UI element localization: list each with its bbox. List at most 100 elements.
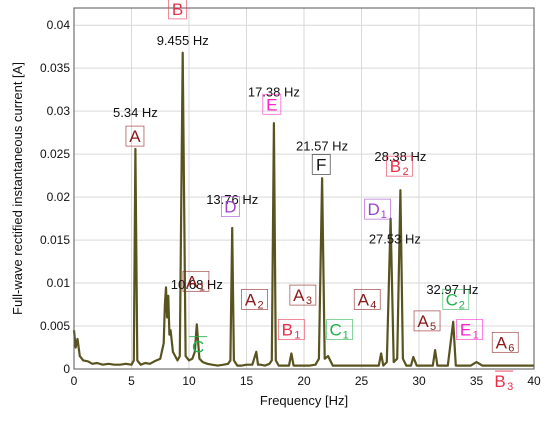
component-letter: E [266, 95, 277, 114]
component-letter: A [129, 127, 141, 146]
component-subscript: 2 [258, 299, 264, 311]
component-subscript: 1 [199, 281, 205, 293]
component-label: C [189, 336, 208, 357]
component-subscript: 1 [381, 209, 387, 221]
component-label-box [241, 288, 268, 310]
component-label-box [364, 198, 392, 220]
component-subscript: 2 [402, 166, 408, 178]
component-letter: B [494, 372, 505, 391]
y-tick-label: 0.005 [40, 319, 70, 333]
component-label-box [326, 319, 354, 340]
component-label-box [182, 270, 210, 292]
x-tick-label: 40 [527, 374, 541, 388]
component-subscript: 1 [473, 329, 479, 341]
annotations: 5.34 Hz 9.455 Hz 10.68 Hz 13.76 Hz 17.38 Hz 2… [113, 33, 478, 297]
y-tick-label: 0.04 [47, 18, 71, 32]
x-tick-label: 0 [71, 374, 78, 388]
component-letter: A [417, 312, 429, 331]
x-tick-label: 5 [128, 374, 135, 388]
component-label: B [168, 0, 187, 20]
component-subscript: 3 [306, 295, 312, 307]
component-subscript: 6 [508, 342, 514, 354]
x-tick-label: 20 [297, 374, 311, 388]
component-subscript: 1 [294, 329, 300, 341]
x-tick-label: 15 [240, 374, 254, 388]
y-tick-label: 0.01 [47, 276, 71, 290]
component-label-box [168, 0, 187, 20]
component-label: A [125, 125, 145, 147]
component-letter: C [192, 338, 204, 357]
y-tick-label: 0 [63, 362, 70, 376]
x-tick-label: 25 [355, 374, 369, 388]
series-layer [72, 51, 534, 367]
y-tick-label: 0.025 [40, 147, 70, 161]
component-label: D [220, 196, 240, 217]
component-letter: B [282, 320, 293, 339]
component-letter: C [446, 290, 458, 309]
component-subscript: 3 [507, 381, 513, 393]
y-tick-label: 0.015 [40, 233, 70, 247]
component-letter: D [367, 200, 379, 219]
component-letter: D [224, 198, 236, 217]
component-label-box [353, 288, 381, 310]
component-letter: C [330, 320, 342, 339]
component-label-box [262, 93, 282, 115]
component-label: F [311, 154, 331, 175]
component-subscript: 1 [343, 329, 349, 341]
component-letter: A [293, 286, 305, 305]
component-letter: A [186, 272, 198, 291]
component-subscript: 5 [430, 321, 436, 333]
x-tick-label: 10 [182, 374, 196, 388]
component-label-box [289, 284, 317, 306]
spectrum-series-line [72, 51, 534, 367]
frequency-annotation: 10.68 Hz [171, 277, 223, 292]
y-tick-label: 0.035 [40, 61, 70, 75]
component-subscript: 4 [370, 299, 376, 311]
grid-lines [74, 8, 534, 369]
y-tick-label: 0.03 [47, 104, 71, 118]
component-subscript: 2 [459, 299, 465, 311]
component-letter: A [496, 333, 508, 352]
component-letter: A [358, 290, 370, 309]
y-tick-label: 0.02 [47, 190, 71, 204]
frequency-annotation: 5.34 Hz [113, 105, 158, 120]
y-axis-title: Full-wave rectified instantaneous curren… [10, 62, 25, 315]
plot-frame [73, 7, 535, 370]
component-label-box [220, 196, 240, 217]
component-label-box [456, 319, 484, 340]
component-label: E [262, 93, 282, 115]
component-letter: B [390, 157, 401, 176]
component-label-box [311, 154, 331, 175]
component-letter: A [245, 290, 257, 309]
frequency-annotation: 21.57 Hz [296, 139, 348, 154]
x-tick-label: 30 [412, 374, 426, 388]
frequency-annotation: 13.76 Hz [206, 192, 258, 207]
component-label-box [277, 319, 305, 340]
frequency-annotation: 27.53 Hz [369, 232, 421, 247]
component-label-box [386, 155, 413, 177]
component-label-box [413, 310, 441, 332]
plot-border [73, 7, 535, 370]
frequency-annotation: 17.38 Hz [248, 85, 300, 100]
component-letter: B [172, 0, 183, 19]
component-letter: F [316, 155, 326, 174]
component-letter: E [460, 320, 471, 339]
component-label-box [491, 331, 519, 353]
x-tick-label: 35 [470, 374, 484, 388]
